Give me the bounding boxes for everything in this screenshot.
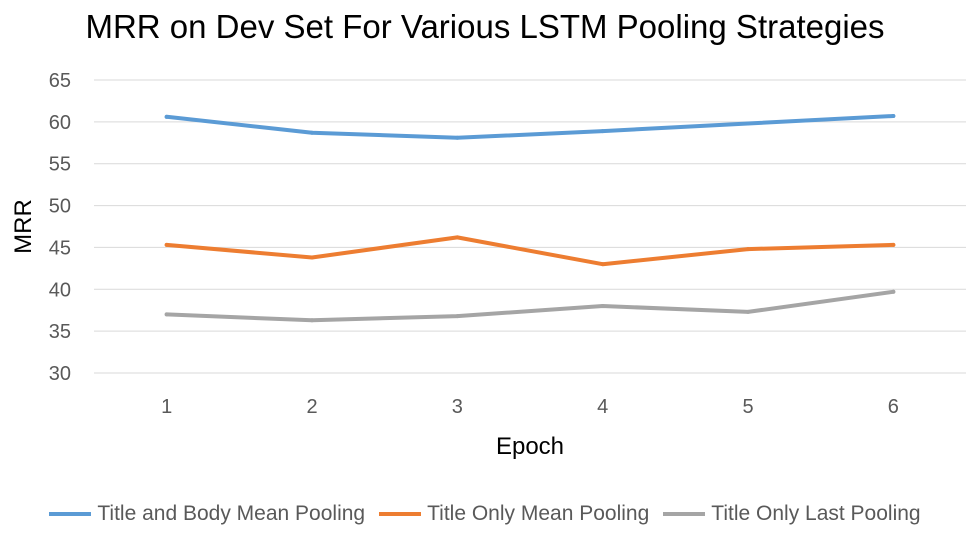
data-point [455, 135, 460, 140]
series-line-1 [164, 114, 896, 140]
y-tick-label: 55 [49, 154, 71, 176]
data-point [891, 242, 896, 247]
legend-label: Title and Body Mean Pooling [97, 502, 366, 525]
data-point [746, 247, 750, 252]
x-tick-label: 6 [888, 396, 899, 418]
chart-title: MRR on Dev Set For Various LSTM Pooling … [85, 8, 885, 45]
legend-swatch [49, 512, 92, 516]
data-point [310, 318, 314, 323]
data-point [600, 304, 605, 309]
y-tick-label: 35 [49, 321, 71, 343]
series-line-2 [164, 235, 896, 267]
data-point [310, 130, 314, 135]
y-axis-label: MRR [10, 199, 37, 254]
data-point [600, 129, 605, 134]
x-tick-label: 1 [161, 396, 172, 418]
data-point [455, 235, 460, 240]
y-tick-label: 40 [49, 279, 71, 301]
data-point [164, 114, 169, 119]
data-point [746, 121, 750, 126]
y-tick-label: 30 [49, 363, 71, 385]
legend-swatch [663, 512, 706, 516]
y-tick-label: 60 [49, 112, 71, 134]
legend-swatch [379, 512, 422, 516]
data-point [164, 242, 169, 247]
x-tick-label: 3 [452, 396, 463, 418]
x-axis-label: Epoch [496, 433, 564, 460]
data-point [746, 309, 750, 314]
legend: Title and Body Mean Pooling Title Only Me… [0, 502, 970, 526]
legend-label: Title Only Last Pooling [711, 502, 921, 525]
data-point [455, 314, 460, 319]
data-point [164, 312, 169, 317]
legend-item: Title and Body Mean Pooling [49, 502, 365, 526]
data-point [600, 262, 605, 267]
y-tick-label: 65 [49, 70, 71, 92]
y-tick-label: 45 [49, 237, 71, 259]
x-tick-label: 4 [597, 396, 608, 418]
x-tick-label: 2 [306, 396, 317, 418]
y-tick-label: 50 [49, 196, 71, 218]
data-point [310, 255, 314, 260]
legend-item: Title Only Last Pooling [663, 502, 921, 526]
legend-item: Title Only Mean Pooling [379, 502, 649, 526]
data-point [891, 289, 896, 294]
data-point [891, 113, 896, 118]
x-tick-label: 5 [742, 396, 753, 418]
legend-label: Title Only Mean Pooling [427, 502, 650, 525]
series-line-3 [164, 289, 896, 323]
